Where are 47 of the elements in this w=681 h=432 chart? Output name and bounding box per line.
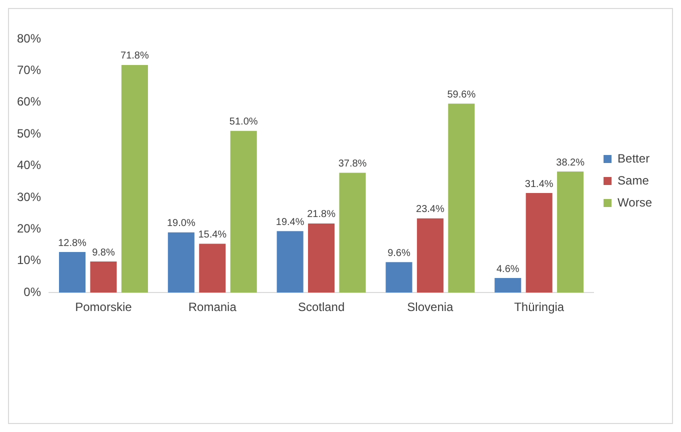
y-tick-label: 0%: [24, 284, 42, 299]
data-label: 23.4%: [416, 204, 444, 216]
y-tick-label: 50%: [16, 126, 42, 140]
bar: [557, 172, 584, 293]
bar: [58, 252, 86, 293]
x-tick-label: Scotland: [298, 300, 345, 314]
y-tick-label: 60%: [16, 94, 42, 109]
bar: [448, 104, 475, 293]
bar: [339, 172, 366, 293]
x-tick-label: Pomorskie: [75, 300, 132, 314]
data-label: 37.8%: [338, 158, 367, 170]
data-label: 9.6%: [388, 248, 410, 259]
data-label: 21.8%: [307, 209, 336, 220]
y-tick-label: 30%: [16, 190, 42, 204]
bar: [230, 130, 257, 293]
bar: [494, 278, 522, 293]
data-label: 38.2%: [556, 157, 585, 168]
data-label: 71.8%: [120, 50, 149, 62]
legend-label: Worse: [618, 195, 652, 210]
bar: [199, 244, 226, 293]
x-tick-label: Romania: [188, 300, 237, 314]
data-label: 59.6%: [447, 89, 476, 100]
data-label: 9.8%: [92, 247, 115, 258]
bar: [121, 64, 148, 293]
bar: [276, 231, 304, 293]
bar: [168, 232, 194, 293]
y-tick-label: 10%: [16, 253, 42, 268]
data-label: 19.4%: [276, 216, 304, 228]
data-label: 12.8%: [58, 238, 87, 249]
bar: [386, 262, 412, 293]
bar: [416, 218, 444, 293]
x-tick-label: Thüringia: [514, 300, 564, 314]
bar: [90, 262, 117, 293]
data-label: 19.0%: [166, 218, 196, 230]
y-tick-label: 20%: [16, 222, 42, 236]
y-tick-label: 40%: [16, 158, 42, 172]
data-label: 4.6%: [496, 264, 520, 275]
bar: [526, 193, 552, 293]
bar: [308, 223, 335, 293]
y-tick-label: 80%: [16, 31, 42, 46]
legend-label: Same: [618, 173, 650, 188]
legend-label: Better: [618, 151, 650, 166]
data-label: 15.4%: [198, 230, 227, 241]
data-label: 51.0%: [229, 116, 258, 128]
x-tick-label: Slovenia: [407, 300, 454, 314]
y-tick-label: 70%: [16, 63, 42, 78]
data-label: 31.4%: [524, 178, 554, 190]
